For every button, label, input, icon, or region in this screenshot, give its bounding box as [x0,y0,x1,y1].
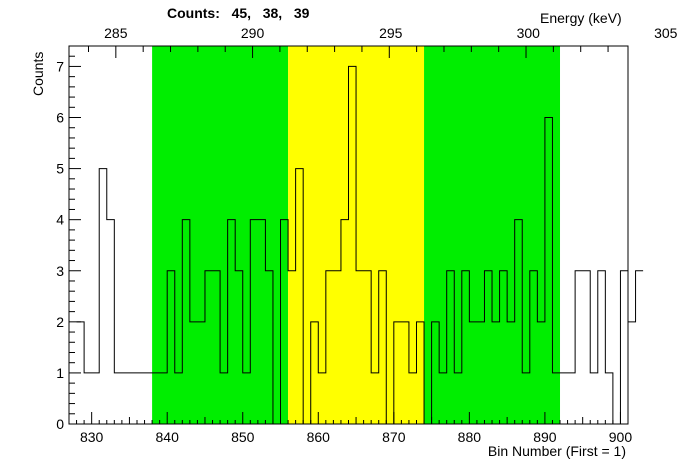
y-tick-label: 4 [56,212,64,228]
count-right: 39 [293,5,310,21]
x-tick-label: 860 [307,429,331,445]
x-tick-label: 900 [609,429,633,445]
y-tick-label: 6 [56,110,64,126]
x-tick-label: 830 [80,429,104,445]
y-tick-label: 7 [56,58,64,74]
energy-tick-label: 305 [654,25,678,41]
x-tick-label: 840 [156,429,180,445]
histogram-line [76,65,644,425]
histogram-layer [76,65,644,425]
count-left: 45, [231,5,252,21]
region-right-background [424,46,561,424]
energy-axis-ticks: 285 290 295 300 305 [87,25,678,58]
energy-tick-label: 290 [241,25,265,41]
y-tick-label: 0 [56,416,64,432]
x-tick-label: 850 [231,429,255,445]
counts-label: Counts: [167,5,220,21]
energy-tick-label: 285 [104,25,128,41]
y-tick-label: 2 [56,314,64,330]
energy-axis-label: Energy (keV) [540,10,622,26]
x-axis-ticks: 830 840 850 860 870 880 890 900 [68,412,633,445]
x-axis-label: Bin Number (First = 1) [487,443,626,459]
y-axis-ticks: 0 1 2 3 4 5 6 7 [56,45,81,432]
x-tick-label: 880 [458,429,482,445]
y-tick-label: 1 [56,365,64,381]
counts-summary: Counts: 45, 38, 39 [167,5,309,21]
count-peak: 38, [262,5,283,21]
x-tick-label: 890 [533,429,557,445]
x-tick-label: 870 [382,429,406,445]
y-axis-label: Counts [30,51,46,96]
energy-tick-label: 300 [517,25,541,41]
y-tick-label: 3 [56,263,64,279]
energy-tick-label: 295 [379,25,403,41]
y-tick-label: 5 [56,161,64,177]
